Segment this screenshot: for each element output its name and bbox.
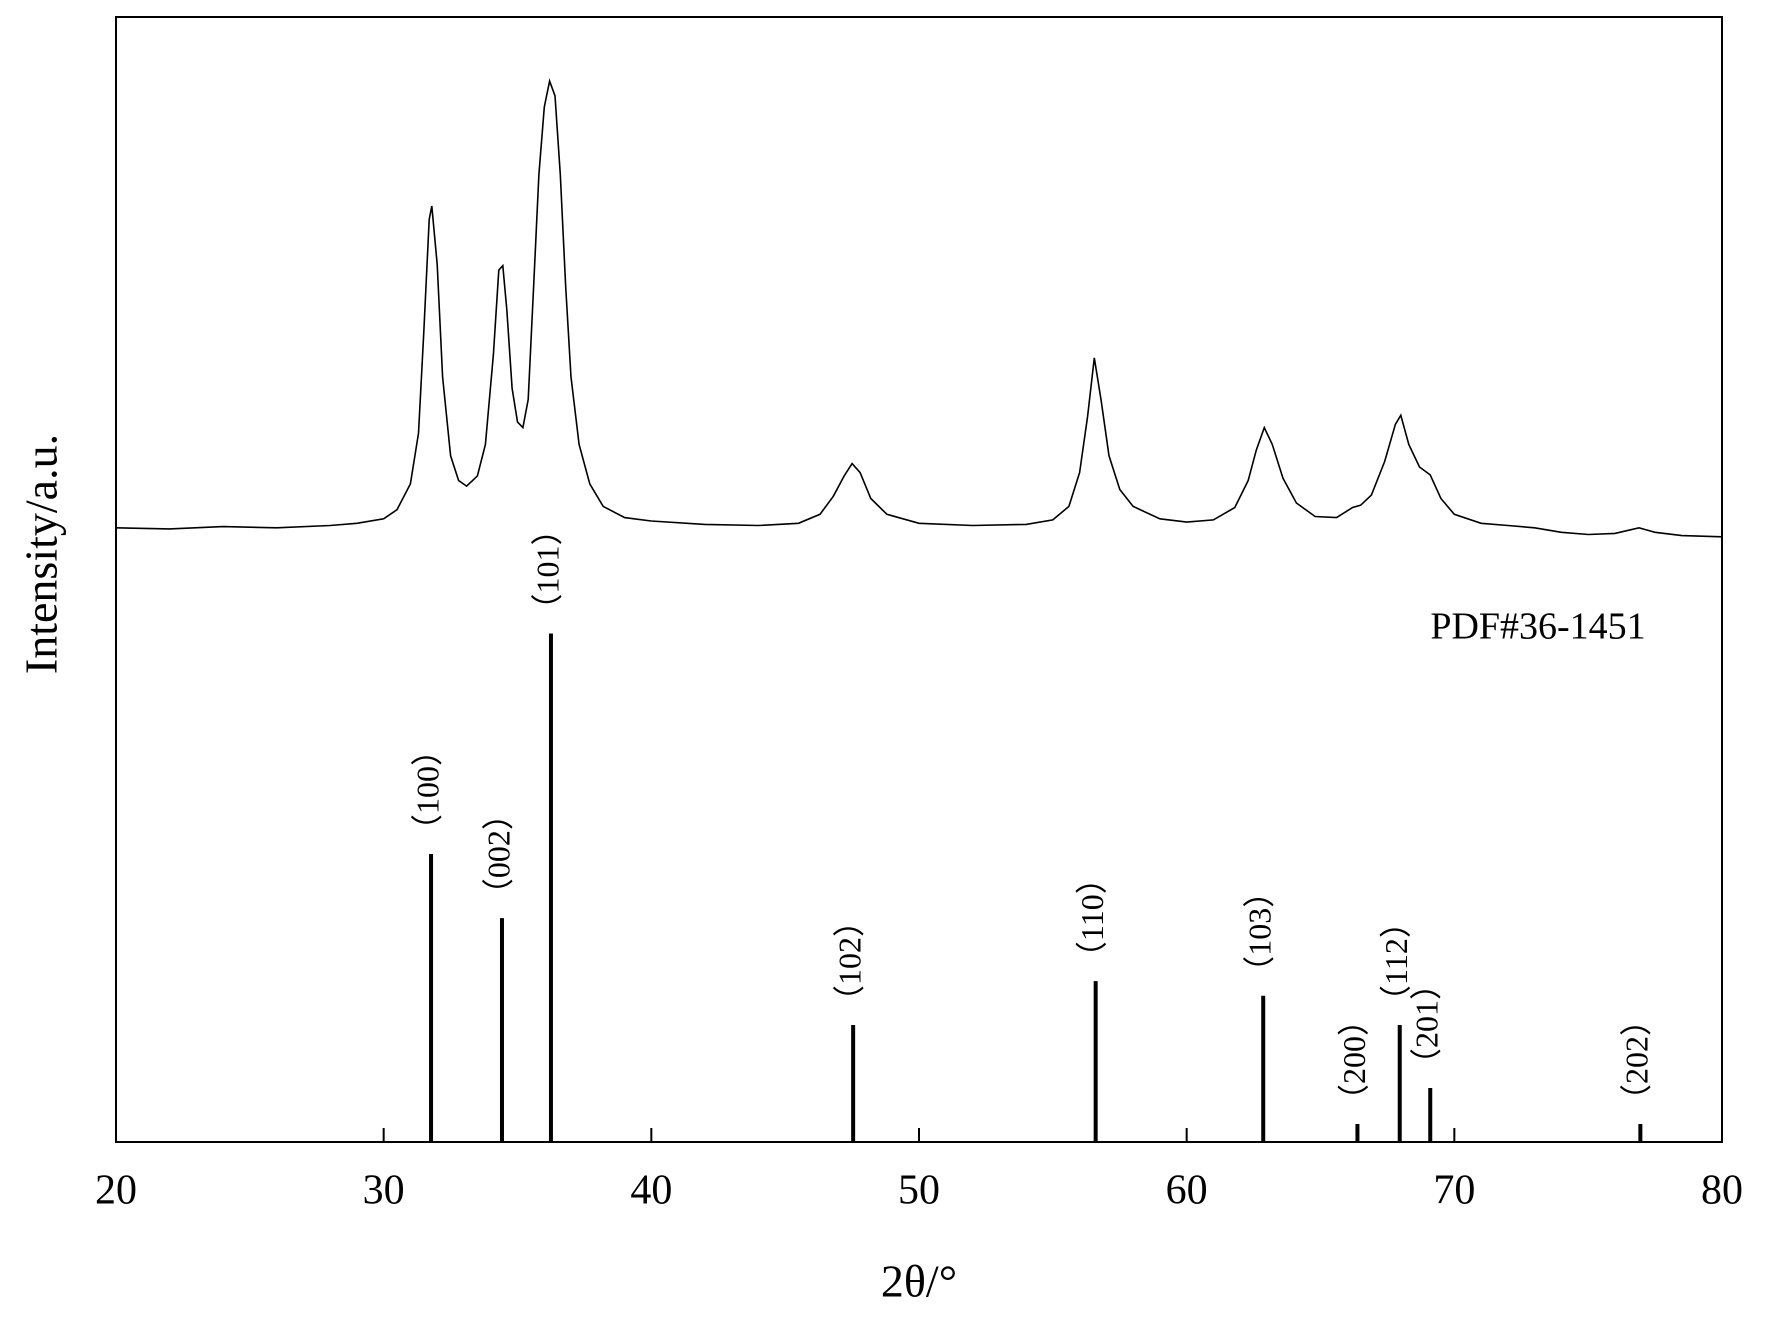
x-tick-label: 30 — [363, 1168, 405, 1214]
x-tick-label: 20 — [95, 1168, 137, 1214]
peak-label: （200） — [1336, 1004, 1372, 1116]
x-tick-label: 60 — [1166, 1168, 1208, 1214]
x-tick-label: 70 — [1433, 1168, 1475, 1214]
plot-frame — [115, 16, 1723, 1143]
annotation: PDF#36-1451 — [1430, 606, 1645, 648]
x-axis-label: 2θ/° — [881, 1256, 957, 1307]
peak-label: （110） — [1074, 862, 1110, 973]
peak-label: （103） — [1242, 876, 1278, 988]
peak-label: （112） — [1378, 906, 1414, 1017]
peak-label: （201） — [1409, 968, 1445, 1080]
x-tick-label: 50 — [898, 1168, 940, 1214]
peak-label: （002） — [480, 798, 516, 910]
x-tick-label: 80 — [1701, 1168, 1743, 1214]
peak-label: （202） — [1619, 1004, 1655, 1116]
peak-label: （100） — [409, 734, 445, 846]
peak-label: （102） — [831, 905, 867, 1017]
y-axis-label: Intensity/a.u. — [16, 434, 67, 674]
peak-label: （101） — [529, 513, 565, 625]
xrd-pattern — [115, 78, 1723, 538]
x-tick-label: 40 — [630, 1168, 672, 1214]
